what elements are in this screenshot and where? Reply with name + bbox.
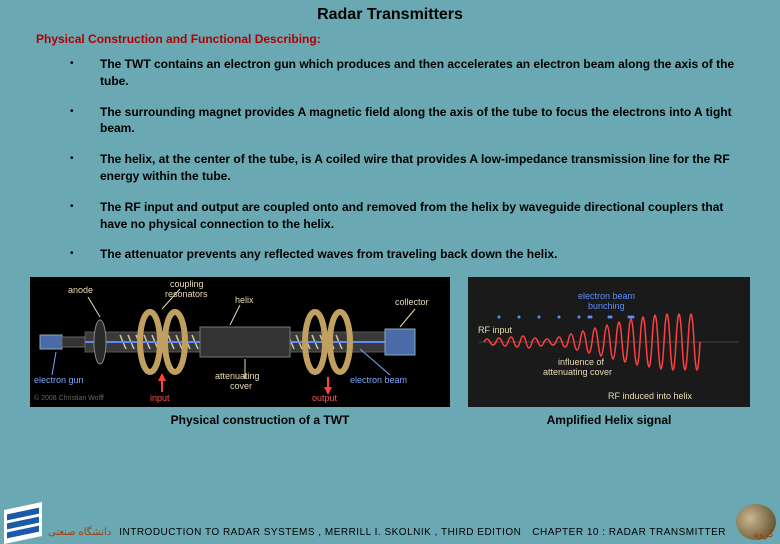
bullet-dot: • (70, 199, 100, 233)
label-influence: influence of (558, 357, 604, 367)
figure-row: anode coupling resonators helix collecto… (0, 277, 780, 407)
label-cover: cover (230, 381, 252, 391)
label-rf-induced: RF induced into helix (608, 391, 692, 401)
list-item: • The RF input and output are coupled on… (70, 199, 740, 233)
bullet-text: The surrounding magnet provides A magnet… (100, 104, 740, 138)
section-subtitle: Physical Construction and Functional Des… (0, 28, 780, 56)
bullet-text: The attenuator prevents any reflected wa… (100, 246, 557, 263)
label-rf-input: RF input (478, 325, 512, 335)
label-attenuating: attenuating (215, 371, 260, 381)
university-logo-icon (4, 502, 42, 544)
bullet-dot: • (70, 246, 100, 263)
caption-figure-2: Amplified Helix signal (468, 413, 750, 427)
label-coupling: coupling (170, 279, 204, 289)
figure-twt-construction: anode coupling resonators helix collecto… (30, 277, 450, 407)
label-anode: anode (68, 285, 93, 295)
figure-helix-signal: RF input electron beam bunching influenc… (468, 277, 750, 407)
list-item: • The surrounding magnet provides A magn… (70, 104, 740, 138)
label-bunching: bunching (588, 301, 625, 311)
bullet-dot: • (70, 151, 100, 185)
footer: دانشگاه صنعتی INTRODUCTION TO RADAR SYST… (0, 492, 780, 540)
list-item: • The helix, at the center of the tube, … (70, 151, 740, 185)
label-helix: helix (235, 295, 254, 305)
label-input: input (150, 393, 170, 403)
label-electron-gun: electron gun (34, 375, 84, 385)
bullet-text: The helix, at the center of the tube, is… (100, 151, 740, 185)
bullet-dot: • (70, 104, 100, 138)
bullet-list: • The TWT contains an electron gun which… (0, 56, 780, 263)
bullet-dot: • (70, 56, 100, 90)
label-output: output (312, 393, 337, 403)
bullet-text: The RF input and output are coupled onto… (100, 199, 740, 233)
page-title: Radar Transmitters (0, 0, 780, 28)
list-item: • The TWT contains an electron gun which… (70, 56, 740, 90)
group-label: گروه (754, 529, 774, 540)
label-copyright: © 2008 Christian Wolff (34, 395, 104, 402)
label-electron-beam: electron beam (350, 375, 407, 385)
footer-book-ref: INTRODUCTION TO RADAR SYSTEMS , MERRILL … (119, 527, 532, 540)
footer-chapter: CHAPTER 10 : RADAR TRANSMITTER (532, 527, 726, 540)
caption-figure-1: Physical construction of a TWT (30, 413, 450, 427)
caption-row: Physical construction of a TWT Amplified… (0, 407, 780, 427)
label-electron-beam-2: electron beam (578, 291, 635, 301)
label-collector: collector (395, 297, 429, 307)
university-name: دانشگاه صنعتی (48, 527, 111, 538)
bullet-text: The TWT contains an electron gun which p… (100, 56, 740, 90)
label-resonators: resonators (165, 289, 208, 299)
list-item: • The attenuator prevents any reflected … (70, 246, 740, 263)
label-atten-cover: attenuating cover (543, 367, 612, 377)
